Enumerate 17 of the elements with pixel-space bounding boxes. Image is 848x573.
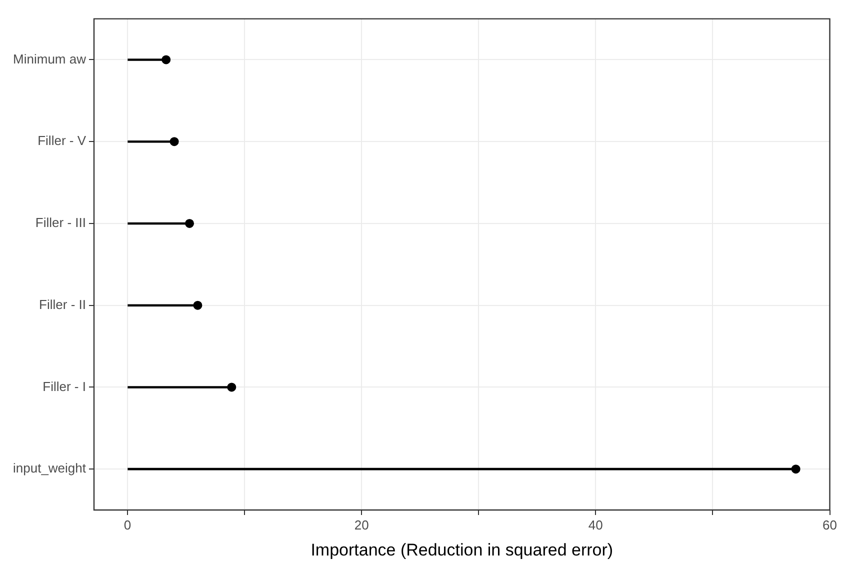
point bbox=[791, 464, 800, 474]
y-tick-label: Minimum aw bbox=[13, 51, 87, 66]
point bbox=[185, 218, 194, 228]
point bbox=[227, 382, 236, 392]
point bbox=[170, 137, 179, 146]
x-tick-label: 20 bbox=[354, 517, 369, 532]
y-tick-label: Filler - II bbox=[39, 296, 86, 312]
y-tick-label: Filler - I bbox=[42, 378, 86, 394]
point bbox=[193, 300, 202, 310]
y-tick-label: Filler - V bbox=[38, 133, 86, 148]
x-tick-label: 60 bbox=[822, 517, 838, 532]
y-tick-label: input_weight bbox=[13, 460, 86, 476]
point bbox=[162, 55, 171, 64]
x-tick-label: 40 bbox=[588, 517, 603, 532]
y-tick-label: Filler - III bbox=[35, 215, 86, 230]
x-tick-label: 0 bbox=[124, 517, 132, 532]
x-axis-title: Importance (Reduction in squared error) bbox=[310, 540, 614, 560]
